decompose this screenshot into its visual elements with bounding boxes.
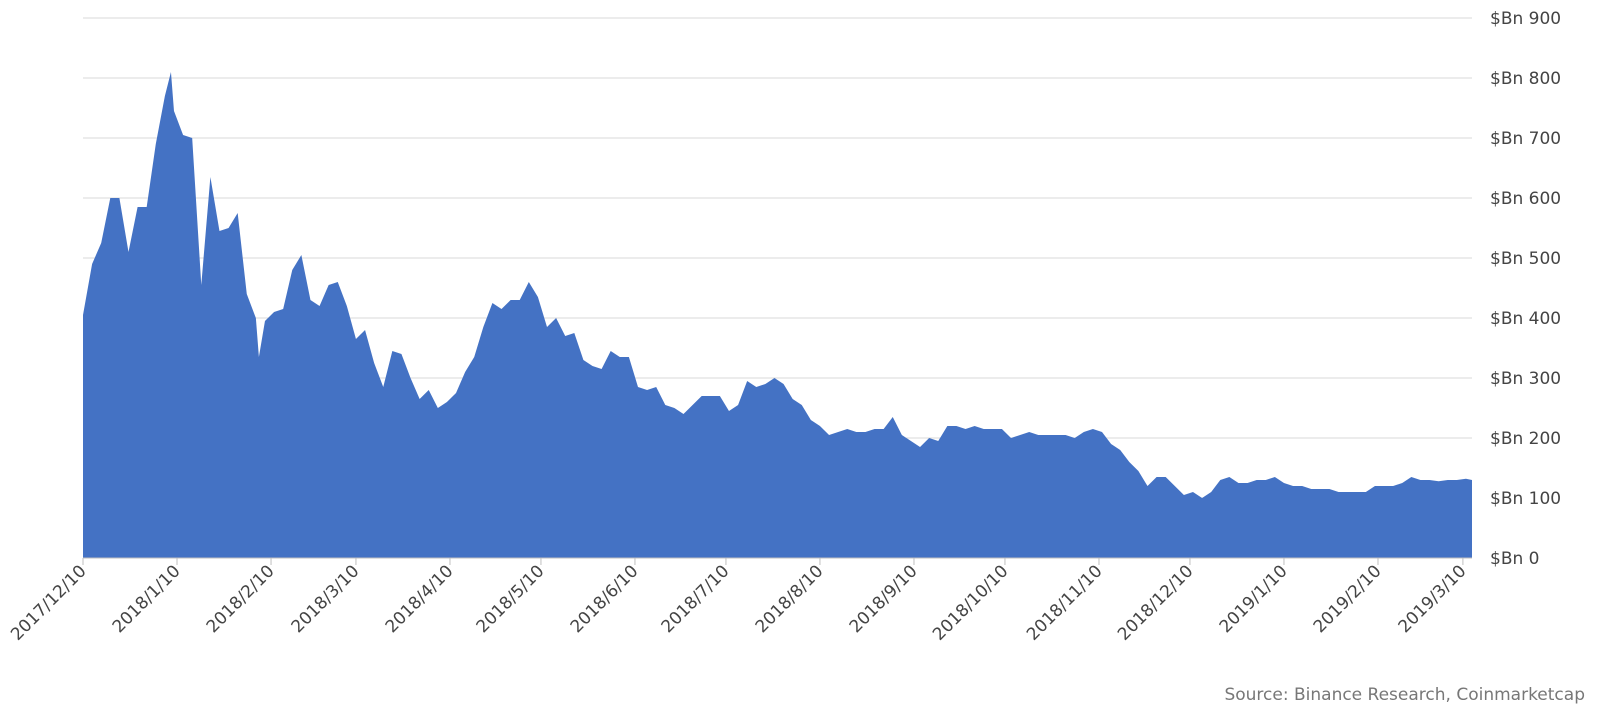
y-tick-label: $Bn 800: [1490, 69, 1561, 89]
x-tick-label: 2018/7/10: [658, 561, 734, 637]
y-tick-label: $Bn 600: [1490, 189, 1561, 209]
x-tick-label: 2019/3/10: [1395, 561, 1471, 637]
x-tick-label: 2018/12/10: [1114, 561, 1197, 644]
source-note: Source: Binance Research, Coinmarketcap: [1224, 685, 1585, 705]
y-tick-label: $Bn 900: [1490, 9, 1561, 29]
x-tick-label: 2019/1/10: [1216, 561, 1292, 637]
y-tick-label: $Bn 500: [1490, 249, 1561, 269]
x-tick-label: 2018/5/10: [473, 561, 549, 637]
x-tick-label: 2018/1/10: [109, 561, 185, 637]
x-tick-label: 2018/6/10: [567, 561, 643, 637]
area: [83, 72, 1472, 558]
y-tick-label: $Bn 300: [1490, 369, 1561, 389]
y-tick-label: $Bn 400: [1490, 309, 1561, 329]
x-tick-label: 2018/11/10: [1023, 561, 1106, 644]
x-tick-label: 2018/3/10: [288, 561, 364, 637]
x-tick-label: 2018/4/10: [382, 561, 458, 637]
x-tick-label: 2018/2/10: [203, 561, 279, 637]
y-tick-label: $Bn 200: [1490, 429, 1561, 449]
y-tick-label: $Bn 0: [1490, 549, 1539, 569]
x-tick-label: 2018/10/10: [929, 561, 1012, 644]
y-tick-label: $Bn 700: [1490, 129, 1561, 149]
x-tick-label: 2018/8/10: [752, 561, 828, 637]
x-tick-label: 2019/2/10: [1310, 561, 1386, 637]
y-tick-label: $Bn 100: [1490, 489, 1561, 509]
x-tick-label: 2018/9/10: [846, 561, 922, 637]
x-tick-label: 2017/12/10: [7, 561, 90, 644]
